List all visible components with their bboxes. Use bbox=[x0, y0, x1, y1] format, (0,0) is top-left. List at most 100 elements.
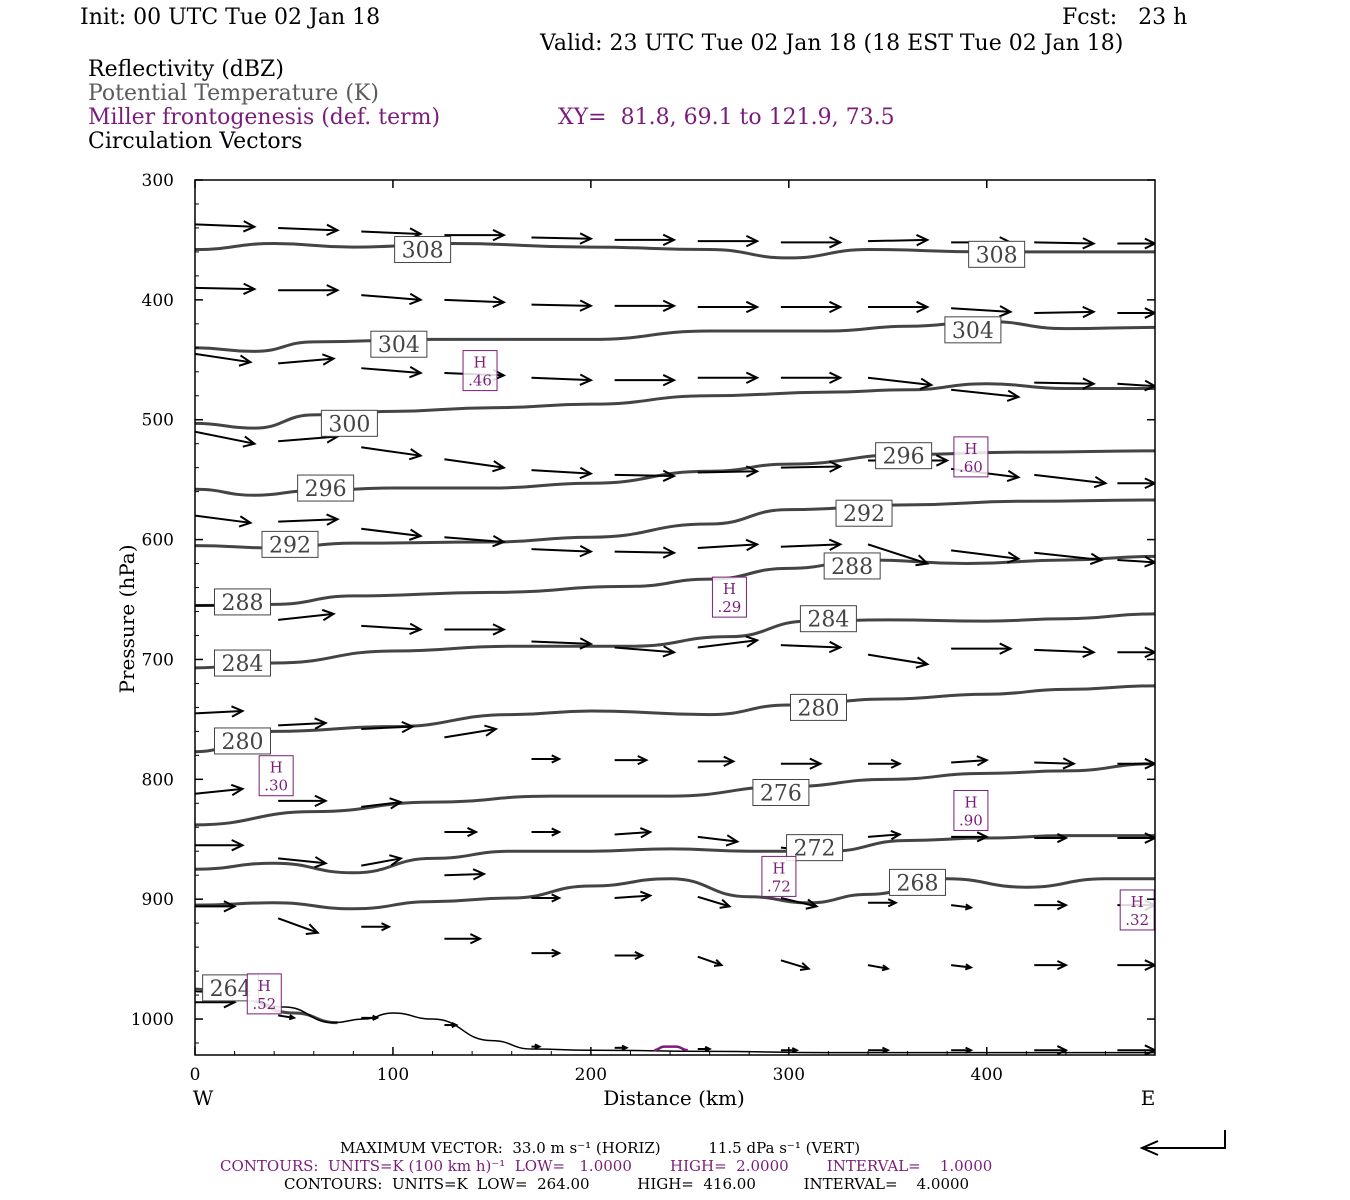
svg-text:308: 308 bbox=[402, 239, 444, 264]
theta-contour-276 bbox=[195, 762, 1155, 827]
circulation-vector bbox=[780, 236, 843, 249]
svg-text:.90: .90 bbox=[959, 811, 983, 829]
frontogenesis-max-.29: H.29 bbox=[711, 576, 747, 618]
circulation-vector bbox=[361, 292, 423, 306]
max-vector-info: MAXIMUM VECTOR: 33.0 m s⁻¹ (HORIZ) 11.5 … bbox=[340, 1139, 861, 1157]
legend-circulation-vectors: Circulation Vectors bbox=[88, 129, 303, 154]
circulation-vector bbox=[1117, 477, 1155, 490]
theta-contour-268 bbox=[195, 877, 1155, 911]
svg-text:264: 264 bbox=[210, 977, 252, 1002]
circulation-vector bbox=[1117, 1044, 1155, 1055]
circulation-vector bbox=[531, 893, 562, 903]
svg-text:300: 300 bbox=[328, 412, 370, 437]
circulation-vector bbox=[278, 608, 336, 622]
circulation-vector bbox=[614, 469, 677, 482]
svg-text:H: H bbox=[473, 354, 486, 372]
y-tick-label: 400 bbox=[142, 291, 174, 311]
x-tick-label: 200 bbox=[575, 1065, 607, 1085]
circulation-vector bbox=[1034, 960, 1069, 971]
circulation-vector bbox=[1117, 379, 1155, 392]
svg-text:296: 296 bbox=[883, 445, 925, 470]
y-axis-title: Pressure (hPa) bbox=[115, 545, 139, 694]
svg-text:.72: .72 bbox=[767, 877, 791, 895]
svg-text:304: 304 bbox=[952, 319, 994, 344]
circulation-vector bbox=[531, 948, 562, 958]
circulation-vector bbox=[867, 830, 902, 841]
circulation-vector bbox=[531, 373, 594, 386]
circulation-vector bbox=[444, 535, 507, 548]
svg-text:304: 304 bbox=[378, 333, 420, 358]
circulation-vector bbox=[867, 376, 934, 390]
svg-text:H: H bbox=[964, 793, 977, 811]
circulation-vector bbox=[361, 622, 423, 635]
circulation-vector bbox=[361, 1014, 380, 1021]
circulation-vector bbox=[867, 543, 930, 567]
circulation-vector bbox=[531, 637, 594, 650]
circulation-vector bbox=[951, 388, 1021, 402]
circulation-vector bbox=[531, 1043, 542, 1050]
circulation-vector bbox=[780, 460, 843, 473]
frontogenesis-max-.30: H.30 bbox=[258, 755, 294, 797]
circulation-vector bbox=[277, 1014, 297, 1021]
circulation-vector bbox=[780, 538, 843, 551]
circulation-vector bbox=[951, 549, 1021, 564]
circulation-vector bbox=[361, 922, 392, 932]
circulation-vector bbox=[278, 284, 340, 297]
circulation-vector bbox=[867, 898, 899, 908]
circulation-vector bbox=[444, 458, 507, 473]
circulation-vector bbox=[697, 465, 760, 478]
circulation-vector bbox=[531, 299, 594, 312]
x-tick-label: 0 bbox=[190, 1065, 201, 1085]
y-tick-label: 300 bbox=[142, 171, 174, 191]
circulation-vector bbox=[1117, 757, 1155, 770]
svg-text:.32: .32 bbox=[1125, 911, 1149, 929]
circulation-vector bbox=[614, 645, 677, 658]
circulation-vector bbox=[278, 223, 340, 237]
svg-text:276: 276 bbox=[760, 782, 802, 807]
circulation-vector bbox=[867, 1046, 891, 1054]
theta-contour-280 bbox=[195, 684, 1155, 754]
y-tick-label: 1000 bbox=[131, 1010, 174, 1030]
theta-contour-304 bbox=[195, 319, 1155, 353]
theta-label-308: 308 bbox=[394, 236, 452, 264]
init-time: Init: 00 UTC Tue 02 Jan 18 bbox=[80, 5, 381, 30]
circulation-vector bbox=[195, 514, 253, 528]
circulation-vector bbox=[1034, 1045, 1069, 1055]
circulation-vector bbox=[697, 1045, 712, 1053]
circulation-vector bbox=[1034, 645, 1096, 658]
circulation-vector bbox=[867, 964, 891, 972]
theta-contour-284 bbox=[195, 612, 1155, 670]
theta-label-280: 280 bbox=[790, 693, 848, 721]
circulation-vector bbox=[614, 374, 677, 387]
theta-label-296: 296 bbox=[297, 474, 355, 502]
circulation-vector bbox=[697, 300, 760, 314]
circulation-vector bbox=[195, 900, 237, 913]
forecast-hour: Fcst: 23 h bbox=[1062, 5, 1188, 30]
circulation-vector bbox=[951, 963, 974, 971]
valid-time: Valid: 23 UTC Tue 02 Jan 18 (18 EST Tue … bbox=[540, 31, 1124, 56]
svg-text:H: H bbox=[270, 759, 283, 777]
circulation-vector bbox=[1034, 757, 1077, 770]
legend-reflectivity: Reflectivity (dBZ) bbox=[88, 57, 284, 82]
x-tick-label: 300 bbox=[773, 1065, 805, 1085]
svg-text:284: 284 bbox=[222, 652, 264, 677]
svg-text:.29: .29 bbox=[718, 598, 742, 616]
legend-potential-temperature: Potential Temperature (K) bbox=[88, 81, 379, 106]
theta-label-272: 272 bbox=[786, 834, 844, 862]
frontogenesis-max-.46: H.46 bbox=[462, 350, 498, 392]
svg-text:H: H bbox=[258, 977, 271, 995]
circulation-vector bbox=[951, 1046, 974, 1054]
circulation-vector bbox=[1034, 900, 1069, 911]
theta-contour-info: CONTOURS: UNITS=K LOW= 264.00 HIGH= 416.… bbox=[284, 1175, 970, 1193]
svg-text:272: 272 bbox=[794, 837, 836, 862]
frontogenesis-max-.52: H.52 bbox=[246, 973, 282, 1015]
circulation-vector bbox=[614, 755, 649, 766]
svg-text:.60: .60 bbox=[959, 458, 983, 476]
svg-text:.46: .46 bbox=[468, 372, 492, 390]
circulation-vector bbox=[1117, 307, 1155, 319]
circulation-vector bbox=[951, 305, 1013, 318]
svg-text:H: H bbox=[723, 580, 736, 598]
circulation-vector bbox=[951, 755, 990, 767]
circulation-vector bbox=[697, 895, 732, 909]
